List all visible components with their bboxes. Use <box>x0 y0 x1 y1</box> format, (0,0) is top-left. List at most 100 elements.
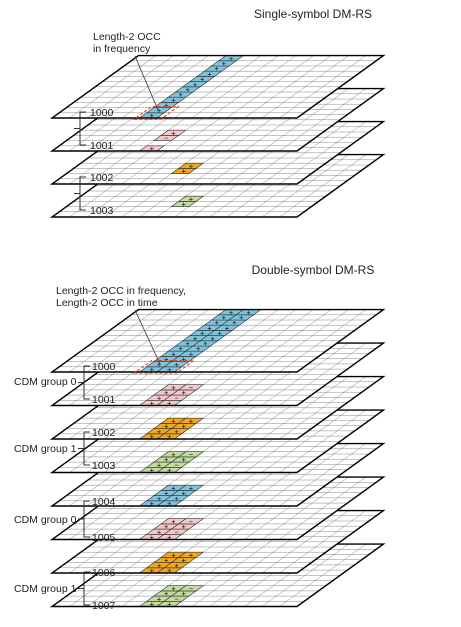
cdm-group-label-3: CDM group 0 <box>14 514 77 526</box>
occ-sign: + <box>171 383 176 392</box>
occ-sign: + <box>167 533 172 542</box>
occ-sign: + <box>150 365 155 374</box>
occ-sign: + <box>193 334 198 343</box>
occ-sign: + <box>182 422 187 431</box>
occ-sign: + <box>182 522 187 531</box>
occ-sign: + <box>164 489 169 498</box>
occ-sign: + <box>182 388 187 397</box>
occ-sign: + <box>171 416 176 425</box>
single-annotation-line2: in frequency <box>93 43 151 55</box>
occ-sign: + <box>207 69 212 78</box>
occ-sign: + <box>157 561 162 570</box>
occ-sign: + <box>203 339 208 348</box>
occ-sign: + <box>150 499 155 508</box>
occ-sign: + <box>222 313 227 322</box>
double-port-label-1000: 1000 <box>92 361 116 373</box>
dmrs-resource-element <box>177 384 205 391</box>
occ-sign: + <box>171 450 176 459</box>
dmrs-resource-element <box>177 451 205 458</box>
bracket-double-1006-1007 <box>78 571 90 606</box>
occ-sign: + <box>210 334 215 343</box>
occ-sign: + <box>229 54 234 63</box>
occ-sign: + <box>167 566 172 575</box>
double-layer-1000-outline <box>49 308 386 373</box>
occ-sign: + <box>189 349 194 358</box>
occ-sign: + <box>171 517 176 526</box>
bracket-single-1002-1003 <box>74 176 86 211</box>
double-annotation-line2: Length-2 OCC in time <box>56 297 158 309</box>
occ-sign: + <box>164 388 169 397</box>
occ-sign: + <box>171 128 176 137</box>
single-layer-1000-outline <box>49 54 386 119</box>
occ-sign: + <box>164 589 169 598</box>
occ-sign: − <box>174 527 179 536</box>
occ-sign: + <box>182 489 187 498</box>
occ-sign: + <box>178 90 183 99</box>
dmrs-resource-element <box>177 551 205 558</box>
occ-sign: + <box>174 494 179 503</box>
dmrs-resource-element <box>160 129 187 136</box>
occ-sign: + <box>164 455 169 464</box>
occ-sign: + <box>189 194 194 203</box>
occ-sign: + <box>157 360 162 369</box>
occ-sign: − <box>189 584 194 593</box>
single-annotation-leader <box>134 55 159 111</box>
single-port-label-1000: 1000 <box>90 107 114 119</box>
occ-sign: + <box>232 318 237 327</box>
double-layer-1000: + ++ ++ ++ ++ ++ ++ ++ ++ ++ ++ ++ + <box>49 308 386 374</box>
occ-sign: + <box>225 323 230 332</box>
cdm-group-label-4: CDM group 1 <box>14 583 77 595</box>
occ-sign: + <box>189 550 194 559</box>
occ-sign: + <box>182 455 187 464</box>
occ-sign: + <box>167 432 172 441</box>
dmrs-resource-element <box>177 484 205 491</box>
occ-sign: − <box>164 134 169 143</box>
occ-sign: + <box>182 556 187 565</box>
occ-sign: + <box>214 318 219 327</box>
occ-sign: + <box>150 533 155 542</box>
occ-sign: + <box>150 144 155 153</box>
single-port-label-1001: 1001 <box>90 140 114 152</box>
bracket-double-1002-1003 <box>78 431 90 466</box>
occ-sign: + <box>200 329 205 338</box>
occ-sign: + <box>167 466 172 475</box>
cdm-group-label-1: CDM group 0 <box>14 376 77 388</box>
occ-sign: + <box>239 313 244 322</box>
double-symbol-title: Double-symbol DM-RS <box>252 263 375 277</box>
occ-sign: + <box>174 427 179 436</box>
occ-sign: + <box>164 355 169 364</box>
occ-sign: + <box>150 432 155 441</box>
occ-sign: + <box>174 561 179 570</box>
occ-sign: + <box>167 499 172 508</box>
occ-sign: + <box>164 101 169 110</box>
occ-sign: + <box>182 167 187 176</box>
occ-sign: + <box>196 344 201 353</box>
occ-sign: + <box>171 349 176 358</box>
double-port-label-1003: 1003 <box>92 460 116 472</box>
double-port-label-1004: 1004 <box>92 496 116 508</box>
occ-sign: + <box>157 460 162 469</box>
occ-sign: + <box>222 59 227 68</box>
double-port-label-1005: 1005 <box>92 532 116 544</box>
occ-sign: + <box>157 527 162 536</box>
bracket-single-1000-1001 <box>74 111 86 146</box>
occ-sign: + <box>200 75 205 84</box>
double-port-label-1001: 1001 <box>92 394 116 406</box>
double-port-label-1007: 1007 <box>92 600 116 612</box>
occ-sign: + <box>207 323 212 332</box>
occ-sign: + <box>157 594 162 603</box>
occ-sign: + <box>229 308 234 317</box>
single-layer-1000: ++++++++++++ <box>49 54 386 120</box>
occ-sign: + <box>189 416 194 425</box>
occ-sign: + <box>189 483 194 492</box>
single-port-label-1003: 1003 <box>90 205 114 217</box>
dmrs-resource-element <box>177 518 205 525</box>
occ-sign: + <box>171 584 176 593</box>
occ-sign: + <box>167 365 172 374</box>
double-port-label-1002: 1002 <box>92 427 116 439</box>
occ-sign: − <box>174 594 179 603</box>
occ-sign: + <box>157 106 162 115</box>
occ-sign: + <box>171 95 176 104</box>
double-port-label-1006: 1006 <box>92 567 116 579</box>
